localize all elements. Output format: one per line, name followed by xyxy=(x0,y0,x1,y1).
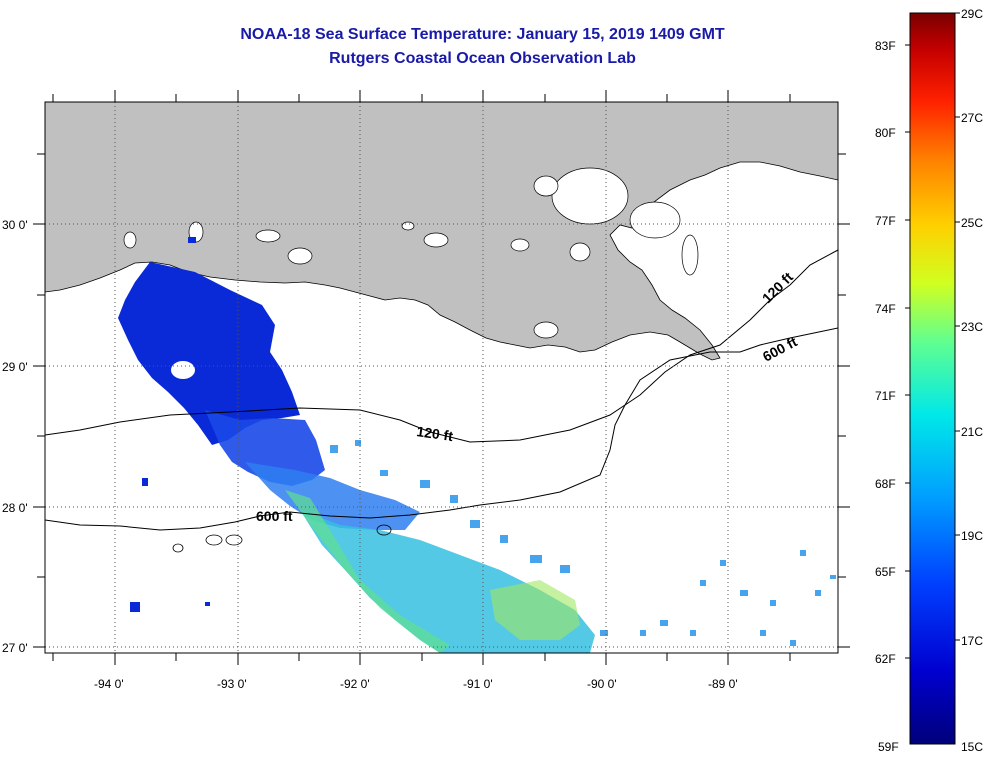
graticule xyxy=(45,102,838,653)
cb-f-68: 68F xyxy=(875,477,896,491)
cb-c-25: 25C xyxy=(961,216,983,230)
sabine-lake xyxy=(123,231,137,249)
map-frame xyxy=(44,101,839,654)
contour-bank-4 xyxy=(376,524,392,536)
sst-band-cold xyxy=(118,262,300,445)
cb-c-15: 15C xyxy=(961,740,983,754)
cb-c-29: 29C xyxy=(961,7,983,21)
land-mass xyxy=(45,102,838,361)
lat-label-27: 27 0' xyxy=(2,641,28,655)
lat-label-28: 28 0' xyxy=(2,501,28,515)
white-lake xyxy=(287,247,313,265)
lon-label-92: -92 0' xyxy=(340,677,370,691)
lat-label-29: 29 0' xyxy=(2,360,28,374)
colorbar xyxy=(909,12,956,745)
cb-f-71: 71F xyxy=(875,389,896,403)
cb-c-23: 23C xyxy=(961,320,983,334)
map-subtitle: Rutgers Coastal Ocean Observation Lab xyxy=(329,50,636,67)
sst-cold-pixels xyxy=(130,237,210,612)
sst-band-green-2 xyxy=(490,580,580,640)
cb-f-62: 62F xyxy=(875,652,896,666)
lon-label-94: -94 0' xyxy=(94,677,124,691)
contour-bank-3 xyxy=(172,543,184,553)
contour-600ft xyxy=(45,327,838,531)
colorbar-ticks xyxy=(905,12,960,659)
contour-label-600-west: 600 ft xyxy=(256,508,293,524)
cb-f-83: 83F xyxy=(875,39,896,53)
lake-1 xyxy=(423,232,449,248)
axis-ticks xyxy=(33,90,850,665)
cb-c-21: 21C xyxy=(961,425,983,439)
lake-salvador xyxy=(569,242,591,262)
cb-f-74: 74F xyxy=(875,302,896,316)
lon-label-90: -90 0' xyxy=(587,677,617,691)
lake-2 xyxy=(510,238,530,252)
delta-channels xyxy=(681,234,699,276)
cloud-gap xyxy=(171,361,195,379)
cb-c-19: 19C xyxy=(961,529,983,543)
lon-label-91: -91 0' xyxy=(463,677,493,691)
contour-120ft xyxy=(45,249,838,443)
cb-f-77: 77F xyxy=(875,214,896,228)
sst-scattered-pixels xyxy=(330,440,836,646)
lat-label-30: 30 0' xyxy=(2,218,28,232)
contour-label-120-west: 120 ft xyxy=(416,423,455,444)
map-title: NOAA-18 Sea Surface Temperature: January… xyxy=(240,26,725,43)
cb-f-65: 65F xyxy=(875,565,896,579)
lake-3 xyxy=(401,221,415,231)
sst-band-green xyxy=(285,490,450,653)
sst-band-cold-2 xyxy=(205,410,325,486)
lake-4 xyxy=(533,321,559,339)
contour-bank-1 xyxy=(205,534,223,546)
lake-borgne xyxy=(629,201,681,239)
sst-band-mid xyxy=(245,462,420,530)
lake-pontchartrain xyxy=(551,167,629,225)
grand-lake xyxy=(255,229,281,243)
cb-c-27: 27C xyxy=(961,111,983,125)
cb-f-59: 59F xyxy=(878,740,899,754)
lake-maurepas xyxy=(533,175,559,197)
lon-label-89: -89 0' xyxy=(708,677,738,691)
lon-label-93: -93 0' xyxy=(217,677,247,691)
contour-bank-2 xyxy=(225,534,243,546)
cb-c-17: 17C xyxy=(961,634,983,648)
cb-f-80: 80F xyxy=(875,126,896,140)
